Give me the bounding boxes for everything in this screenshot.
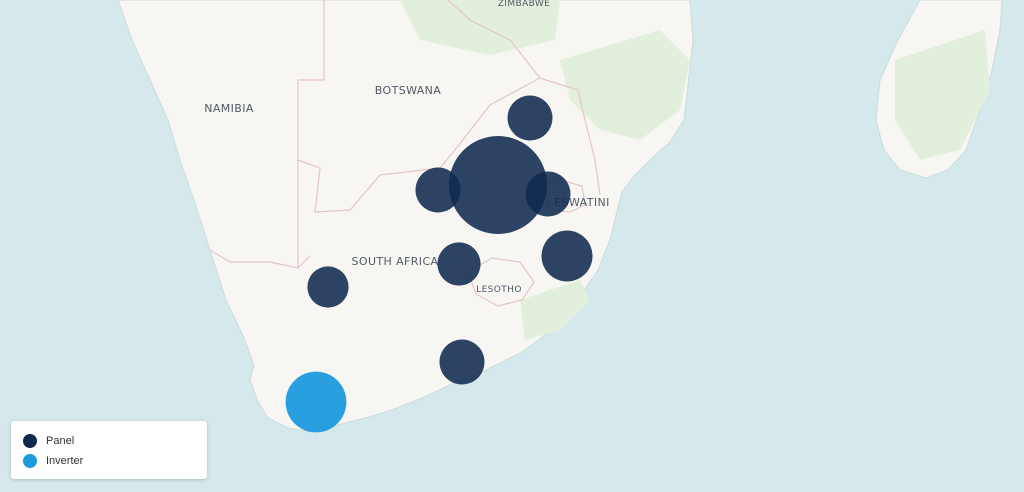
inverter-bubble-western-cape[interactable] <box>285 371 347 433</box>
botswana-label: BOTSWANA <box>375 84 442 97</box>
panel-bubble-gauteng[interactable] <box>449 136 547 234</box>
panel-dot-icon <box>23 434 37 448</box>
greenery <box>560 30 690 140</box>
lesotho-label: LESOTHO <box>476 285 522 295</box>
panel-bubble-kwazulu-natal[interactable] <box>541 230 593 282</box>
inverter-dot-icon <box>23 454 37 468</box>
legend-item-inverter[interactable]: Inverter <box>23 451 195 471</box>
greenery <box>520 280 590 340</box>
legend-label-panel: Panel <box>46 435 75 447</box>
legend-label-inverter: Inverter <box>46 455 84 467</box>
panel-bubble-north-west[interactable] <box>415 167 461 213</box>
south-africa-label: SOUTH AFRICA <box>352 255 439 268</box>
panel-bubble-northern-cape[interactable] <box>307 266 349 308</box>
panel-bubble-eastern-cape[interactable] <box>439 339 485 385</box>
greenery <box>400 0 560 55</box>
bubble-layer <box>285 95 593 433</box>
panel-bubble-limpopo[interactable] <box>507 95 553 141</box>
namibia-label: NAMIBIA <box>204 102 254 115</box>
panel-bubble-free-state[interactable] <box>437 242 481 286</box>
zimbabwe-label: ZIMBABWE <box>498 0 551 9</box>
legend-item-panel[interactable]: Panel <box>23 431 195 451</box>
panel-bubble-mpumalanga[interactable] <box>525 171 571 217</box>
legend: Panel Inverter <box>11 421 207 479</box>
greenery <box>895 30 990 160</box>
